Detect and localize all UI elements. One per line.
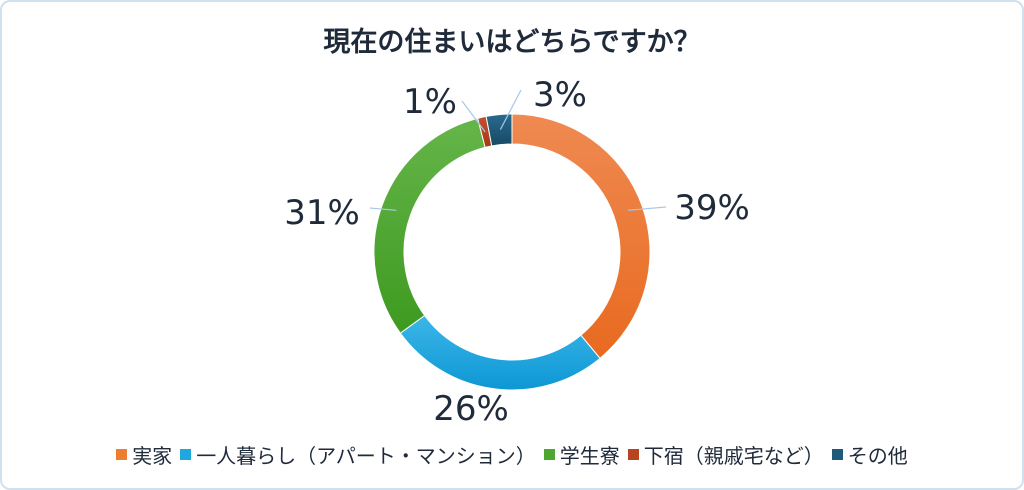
legend-swatch-0 <box>116 449 128 460</box>
data-label-3: 1% <box>403 82 457 122</box>
legend-swatch-2 <box>543 449 555 460</box>
leader-line-0 <box>627 206 667 211</box>
legend-swatch-3 <box>627 449 639 460</box>
legend-label-2: 学生寮 <box>559 444 620 468</box>
legend-swatch-4 <box>831 449 843 460</box>
legend-label-3: 下宿（親戚宅など） <box>643 444 824 468</box>
donut-slice-2 <box>373 117 486 334</box>
legend-item-0: 実家 <box>116 440 172 469</box>
legend-item-3: 下宿（親戚宅など） <box>627 440 824 469</box>
chart-legend: 実家 一人暮らし（アパート・マンション） 学生寮 下宿（親戚宅など） その他 <box>0 440 1024 469</box>
data-label-1: 26% <box>433 389 509 429</box>
leader-line-3 <box>461 100 486 133</box>
legend-label-1: 一人暮らし（アパート・マンション） <box>196 444 536 468</box>
data-label-2: 31% <box>284 193 360 233</box>
donut-slice-4 <box>485 113 513 147</box>
donut-slice-1 <box>399 314 601 391</box>
legend-item-4: その他 <box>831 440 908 469</box>
donut-slice-0 <box>511 113 651 360</box>
legend-label-4: その他 <box>847 444 908 468</box>
leader-line-4 <box>499 89 522 130</box>
legend-label-0: 実家 <box>132 444 173 468</box>
leader-line-2 <box>369 207 397 211</box>
chart-title: 現在の住まいはどちらですか？ <box>323 27 701 58</box>
data-label-0: 39% <box>674 188 750 228</box>
legend-item-2: 学生寮 <box>543 440 620 469</box>
legend-swatch-1 <box>180 449 192 460</box>
data-label-4: 3% <box>533 75 587 115</box>
legend-item-1: 一人暮らし（アパート・マンション） <box>180 440 536 469</box>
